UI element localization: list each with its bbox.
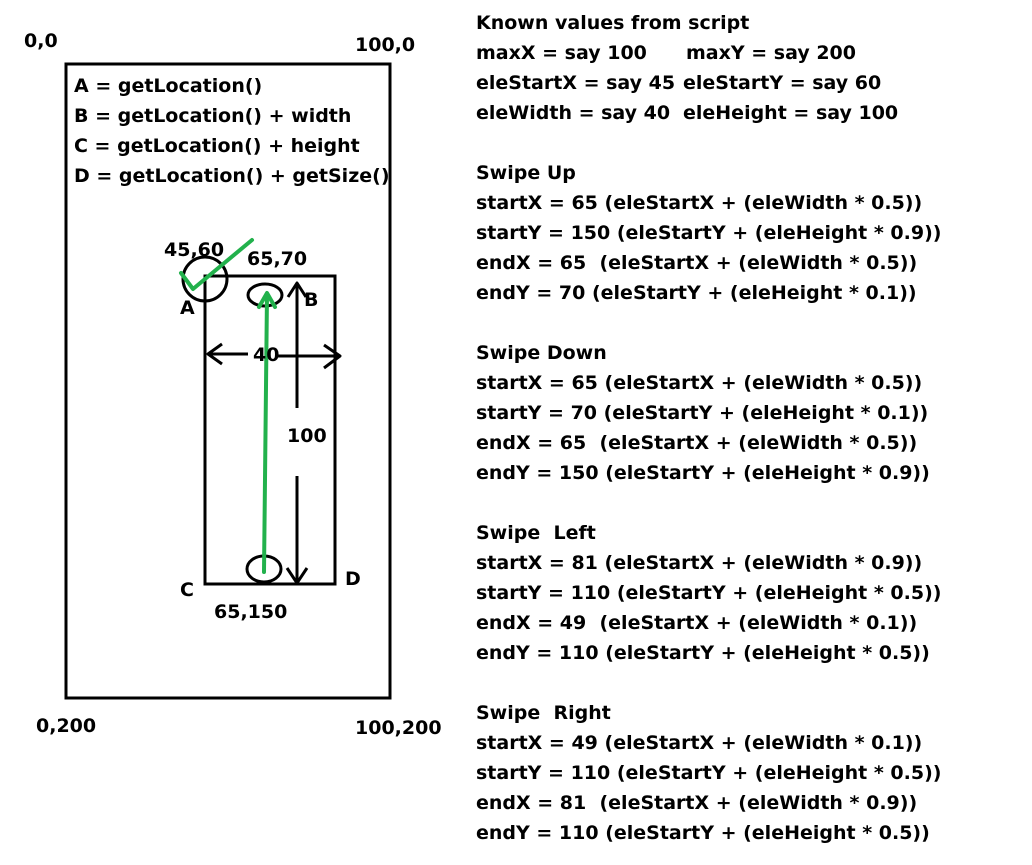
definition-a: A = getLocation() — [74, 75, 262, 97]
swipe-up-title: Swipe Up — [476, 162, 576, 184]
swipe-left-line: endY = 110 (eleStartY + (eleHeight * 0.5… — [476, 642, 930, 664]
max-y-value: maxY = say 200 — [686, 42, 856, 64]
swipe-right-line: startX = 49 (eleStartX + (eleWidth * 0.1… — [476, 732, 923, 754]
ele-height-value: eleHeight = say 100 — [683, 102, 899, 124]
swipe-left-title: Swipe Left — [476, 522, 596, 544]
swipe-up-line: startY = 150 (eleStartY + (eleHeight * 0… — [476, 222, 942, 244]
corner-label-bottom-right: 100,200 — [355, 717, 442, 739]
height-arrow-head-top — [286, 281, 308, 298]
swipe-up-line: endY = 70 (eleStartY + (eleHeight * 0.1)… — [476, 282, 917, 304]
known-values-row: maxX = say 100 maxY = say 200 — [476, 38, 1028, 68]
swipe-right-line: startY = 110 (eleStartY + (eleHeight * 0… — [476, 762, 942, 784]
known-values-row: eleStartX = say 45 eleStartY = say 60 — [476, 68, 1028, 98]
swipe-top-point-label: 65,70 — [247, 248, 307, 270]
swipe-down-title: Swipe Down — [476, 342, 607, 364]
corner-b-label: B — [304, 289, 318, 311]
width-label: 40 — [253, 344, 279, 366]
corner-d-label: D — [345, 568, 361, 590]
swipe-left-line: endX = 49 (eleStartX + (eleWidth * 0.1)) — [476, 612, 918, 634]
corner-a-label: A — [180, 297, 195, 319]
width-arrow-head-left — [206, 342, 223, 366]
swipe-up-line: endX = 65 (eleStartX + (eleWidth * 0.5)) — [476, 252, 918, 274]
swipe-path-arrowhead — [257, 291, 277, 309]
height-arrow-head-bottom — [285, 567, 309, 585]
swipe-bottom-point-label: 65,150 — [214, 601, 287, 623]
swipe-up-line: startX = 65 (eleStartX + (eleWidth * 0.5… — [476, 192, 923, 214]
screen-outline — [64, 62, 392, 700]
definition-c: C = getLocation() + height — [74, 135, 360, 157]
swipe-left-line: startX = 81 (eleStartX + (eleWidth * 0.9… — [476, 552, 923, 574]
swipe-right-line: endX = 81 (eleStartX + (eleWidth * 0.9)) — [476, 792, 918, 814]
known-values-title: Known values from script — [476, 12, 750, 34]
corner-label-top-left: 0,0 — [24, 30, 58, 52]
corner-label-bottom-left: 0,200 — [36, 715, 96, 737]
swipe-left-line: startY = 110 (eleStartY + (eleHeight * 0… — [476, 582, 942, 604]
width-arrow-head-right — [323, 343, 342, 370]
swipe-down-line: startY = 70 (eleStartY + (eleHeight * 0.… — [476, 402, 929, 424]
explanation-panel: Known values from script maxX = say 100 m… — [476, 8, 1028, 848]
swipe-down-line: endY = 150 (eleStartY + (eleHeight * 0.9… — [476, 462, 930, 484]
ele-width-value: eleWidth = say 40 — [476, 102, 671, 124]
swipe-down-line: startX = 65 (eleStartX + (eleWidth * 0.5… — [476, 372, 923, 394]
swipe-down-line: endX = 65 (eleStartX + (eleWidth * 0.5)) — [476, 432, 918, 454]
definition-d: D = getLocation() + getSize() — [74, 165, 390, 187]
definition-b: B = getLocation() + width — [74, 105, 351, 127]
ele-start-y-value: eleStartY = say 60 — [683, 72, 882, 94]
screen-diagram: 0,0 100,0 0,200 100,200 A = getLocation(… — [24, 30, 442, 739]
swipe-right-title: Swipe Right — [476, 702, 611, 724]
start-point-label: 45,60 — [164, 239, 224, 261]
max-x-value: maxX = say 100 — [476, 42, 647, 64]
known-values-row: eleWidth = say 40 eleHeight = say 100 — [476, 98, 1028, 128]
ele-start-x-value: eleStartX = say 45 — [476, 72, 676, 94]
corner-label-top-right: 100,0 — [355, 34, 415, 56]
corner-c-label: C — [180, 579, 194, 601]
check-mark-icon — [179, 238, 254, 291]
element-outline — [203, 274, 337, 586]
height-label: 100 — [287, 425, 327, 447]
swipe-path-line — [262, 292, 269, 574]
swipe-right-line: endY = 110 (eleStartY + (eleHeight * 0.5… — [476, 822, 930, 844]
